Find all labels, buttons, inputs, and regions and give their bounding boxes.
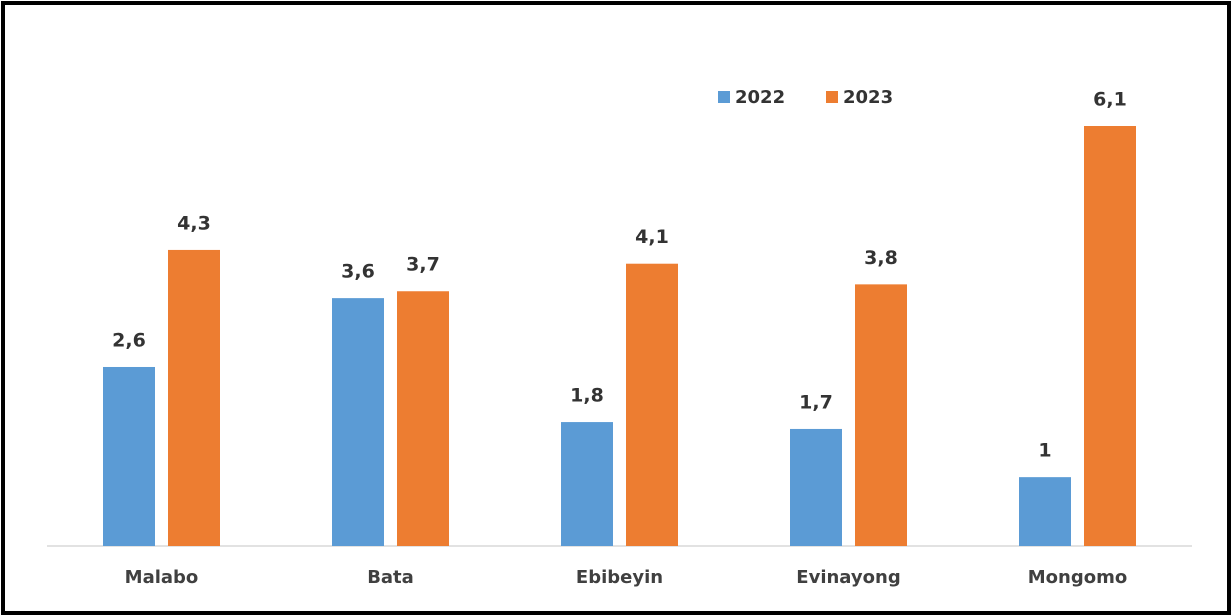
bar xyxy=(626,263,678,546)
bar xyxy=(332,298,384,546)
bar xyxy=(397,291,449,546)
value-label: 6,1 xyxy=(1093,89,1127,111)
x-tick-label: Ebibeyin xyxy=(576,567,663,588)
legend-label: 2023 xyxy=(843,87,893,108)
value-label: 4,1 xyxy=(635,226,669,248)
value-label: 3,8 xyxy=(864,247,898,269)
bar xyxy=(1019,477,1071,546)
bar xyxy=(1084,126,1136,546)
value-label: 2,6 xyxy=(112,329,146,351)
x-tick-label: Evinayong xyxy=(796,567,900,588)
x-tick-label: Malabo xyxy=(125,567,199,588)
value-label: 1,7 xyxy=(799,391,833,413)
x-tick-label: Bata xyxy=(367,567,414,588)
bar xyxy=(168,249,220,546)
value-label: 1 xyxy=(1038,440,1051,462)
bar xyxy=(855,284,907,546)
bar xyxy=(790,428,842,546)
value-label: 3,6 xyxy=(341,261,375,283)
value-label: 3,7 xyxy=(406,254,440,276)
x-tick-label: Mongomo xyxy=(1028,567,1127,588)
value-label: 4,3 xyxy=(177,212,211,234)
value-label: 1,8 xyxy=(570,385,604,407)
legend-swatch xyxy=(826,91,838,103)
bar xyxy=(103,366,155,546)
legend-swatch xyxy=(718,91,730,103)
legend-label: 2022 xyxy=(735,87,785,108)
bar xyxy=(561,422,613,546)
